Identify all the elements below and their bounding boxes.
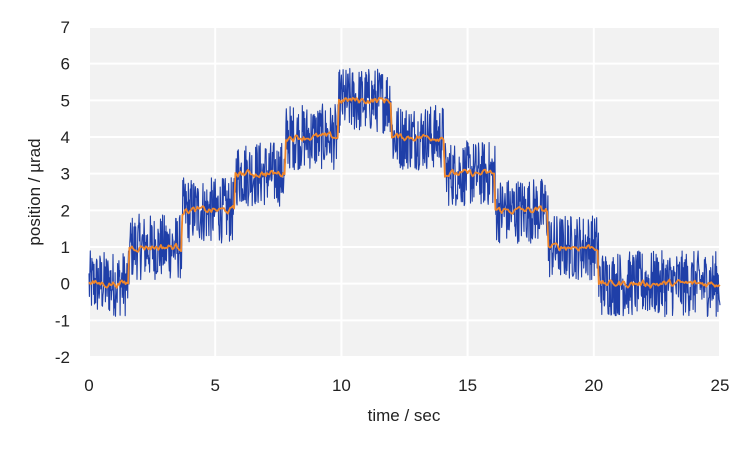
y-tick-labels: -2 -1 0 1 2 3 4 5 6 7: [55, 18, 70, 367]
x-tick-label: 0: [84, 376, 93, 395]
y-tick-label: 2: [61, 201, 70, 220]
y-axis-title: position / µrad: [25, 138, 44, 245]
x-tick-label: 10: [332, 376, 351, 395]
x-tick-label: 5: [210, 376, 219, 395]
x-axis-title: time / sec: [368, 406, 441, 425]
y-tick-label: 3: [61, 165, 70, 184]
y-tick-label: 0: [61, 275, 70, 294]
series-filtered-line: [88, 96, 721, 289]
grid-lines: [88, 26, 721, 358]
y-tick-label: 6: [61, 55, 70, 74]
y-tick-label: -1: [55, 311, 70, 330]
y-tick-label: 7: [61, 18, 70, 37]
series-raw-line: [88, 68, 721, 318]
x-tick-label: 15: [458, 376, 477, 395]
y-tick-label: 1: [61, 238, 70, 257]
y-tick-label: 4: [61, 128, 70, 147]
x-tick-labels: 0 5 10 15 20 25: [84, 376, 729, 395]
y-tick-label: 5: [61, 91, 70, 110]
series-layer: [88, 68, 721, 318]
y-tick-label: -2: [55, 348, 70, 367]
x-tick-label: 25: [711, 376, 730, 395]
x-tick-label: 20: [584, 376, 603, 395]
